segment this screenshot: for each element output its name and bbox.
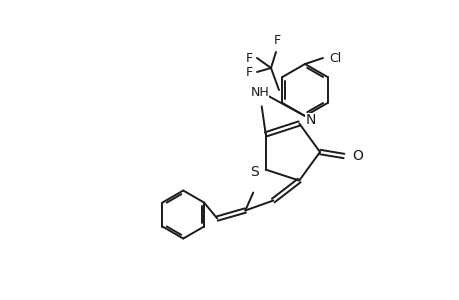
Text: N: N [305, 113, 315, 128]
Text: F: F [246, 65, 252, 79]
Text: Cl: Cl [328, 52, 341, 64]
Text: S: S [249, 165, 258, 178]
Text: F: F [246, 52, 252, 64]
Text: F: F [273, 34, 280, 47]
Text: NH: NH [250, 86, 269, 99]
Text: O: O [351, 149, 362, 163]
